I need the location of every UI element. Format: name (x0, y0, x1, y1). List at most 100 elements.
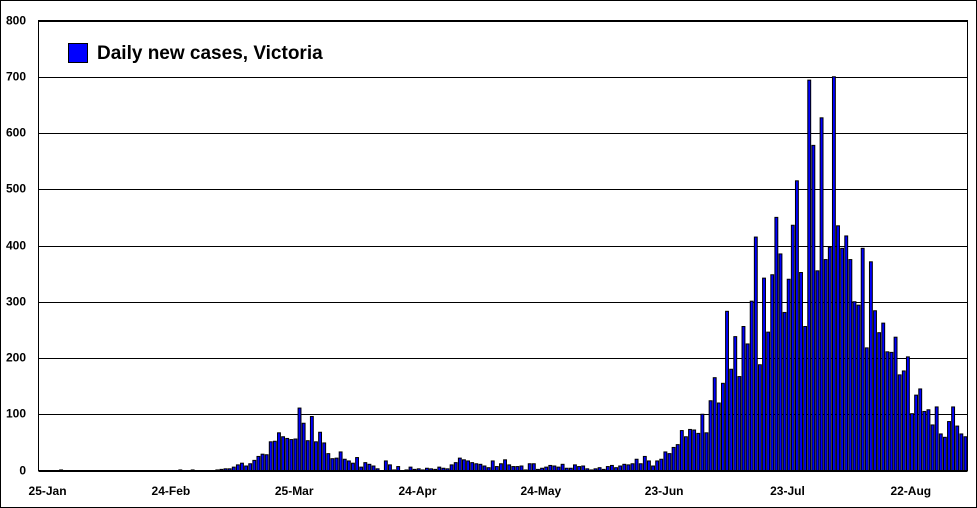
bar (441, 467, 446, 471)
bar (412, 468, 417, 471)
legend-swatch (68, 43, 88, 63)
bar (786, 278, 791, 471)
bar (864, 347, 869, 471)
bar (597, 467, 602, 471)
bar (231, 466, 236, 471)
bar (955, 425, 960, 471)
bar (363, 462, 368, 471)
bar (634, 458, 639, 471)
y-tick-label: 600 (6, 126, 26, 140)
bar (873, 310, 877, 471)
y-tick-label: 700 (6, 70, 26, 84)
x-tick-label: 25-Mar (275, 484, 314, 498)
y-tick-label: 300 (6, 295, 26, 309)
bar (544, 466, 549, 471)
bar (836, 225, 840, 471)
bar (770, 274, 775, 471)
bar (268, 441, 273, 471)
x-tick-label: 24-Feb (152, 484, 191, 498)
bar (326, 453, 331, 471)
bar (388, 464, 392, 471)
bar (219, 468, 224, 471)
bar (889, 351, 894, 471)
y-tick-label: 400 (6, 239, 26, 253)
bar (572, 464, 577, 471)
bar (223, 468, 228, 471)
bar (778, 253, 783, 471)
bar (486, 467, 491, 471)
x-tick-label: 24-May (520, 484, 561, 498)
bar (914, 394, 919, 471)
bar (392, 469, 397, 471)
x-tick-label: 25-Jan (29, 484, 67, 498)
bar (548, 464, 553, 471)
bar (811, 144, 816, 471)
bar (655, 460, 660, 471)
bar (585, 468, 590, 471)
bar (659, 458, 664, 471)
bar (564, 467, 569, 471)
bar (762, 277, 766, 471)
bar (383, 460, 388, 471)
bar (519, 465, 524, 471)
bar (790, 224, 795, 471)
bar (507, 464, 512, 471)
y-tick-label: 0 (19, 464, 26, 478)
bar (712, 377, 717, 471)
bar (433, 468, 438, 471)
bar (256, 455, 261, 471)
bar (663, 451, 668, 471)
bar (601, 468, 606, 471)
bar (725, 310, 729, 471)
bar (408, 466, 413, 471)
bar (375, 468, 380, 471)
bar (449, 464, 454, 471)
bar (905, 356, 910, 471)
bar (297, 407, 302, 471)
bar (396, 466, 401, 471)
bar (511, 466, 516, 471)
bar (844, 235, 849, 471)
bar (367, 463, 372, 471)
bar (289, 439, 294, 471)
x-tick-label: 23-Jun (645, 484, 684, 498)
bar (757, 364, 762, 471)
bar (556, 466, 561, 471)
bar (240, 462, 244, 471)
bar (227, 468, 232, 471)
bar (856, 304, 861, 471)
bar (429, 468, 434, 471)
bar (688, 428, 692, 471)
bar (922, 410, 927, 471)
bar (355, 457, 360, 471)
bar (536, 468, 540, 471)
bar (351, 462, 355, 471)
bar (605, 466, 610, 471)
bar (745, 343, 750, 471)
bar (470, 462, 475, 471)
bar (938, 433, 943, 471)
bar (342, 458, 347, 471)
y-tick-label: 200 (6, 351, 26, 365)
bar (614, 467, 618, 471)
bar (720, 382, 725, 471)
bar (803, 326, 808, 471)
bar (490, 460, 495, 471)
bar (346, 460, 351, 471)
bar (942, 436, 947, 471)
bar (552, 465, 557, 471)
bar (749, 300, 754, 471)
bar (540, 467, 544, 471)
bar (466, 460, 470, 471)
bar (815, 270, 820, 471)
bar (281, 436, 286, 471)
bar (609, 464, 614, 471)
bar (437, 466, 442, 471)
bar (499, 463, 503, 471)
bar (638, 463, 643, 471)
bar (700, 413, 705, 471)
bar (868, 261, 873, 471)
bar (420, 469, 425, 471)
bar (626, 464, 631, 471)
